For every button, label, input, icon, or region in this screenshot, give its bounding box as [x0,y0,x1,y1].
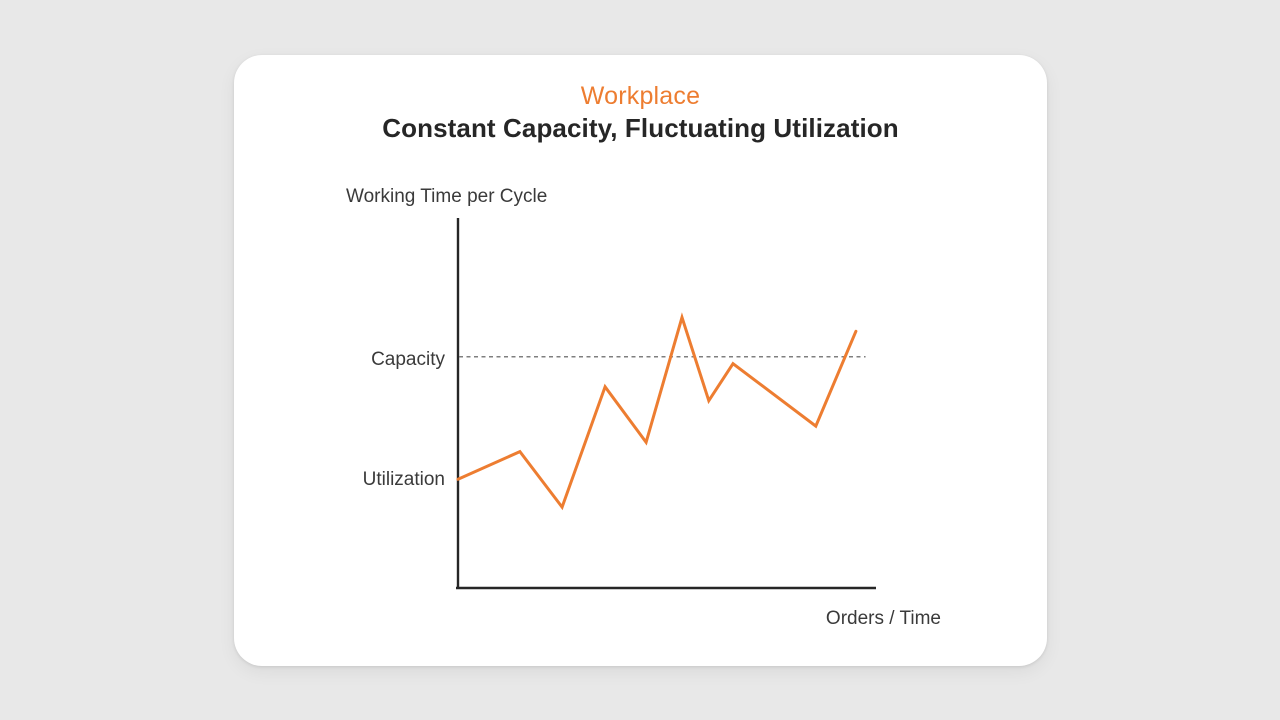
y-axis-title: Working Time per Cycle [346,186,548,207]
page-title: Constant Capacity, Fluctuating Utilizati… [382,113,899,143]
slide-eyebrow: Workplace [580,82,701,110]
x-axis-title: Orders / Time [825,608,941,629]
utilization-series-line [456,312,858,511]
capacity-label: Capacity [371,349,445,370]
utilization-line-chart [456,218,876,590]
slide-card: Workplace Constant Capacity, Fluctuating… [234,55,1047,666]
utilization-label: Utilization [362,469,445,490]
